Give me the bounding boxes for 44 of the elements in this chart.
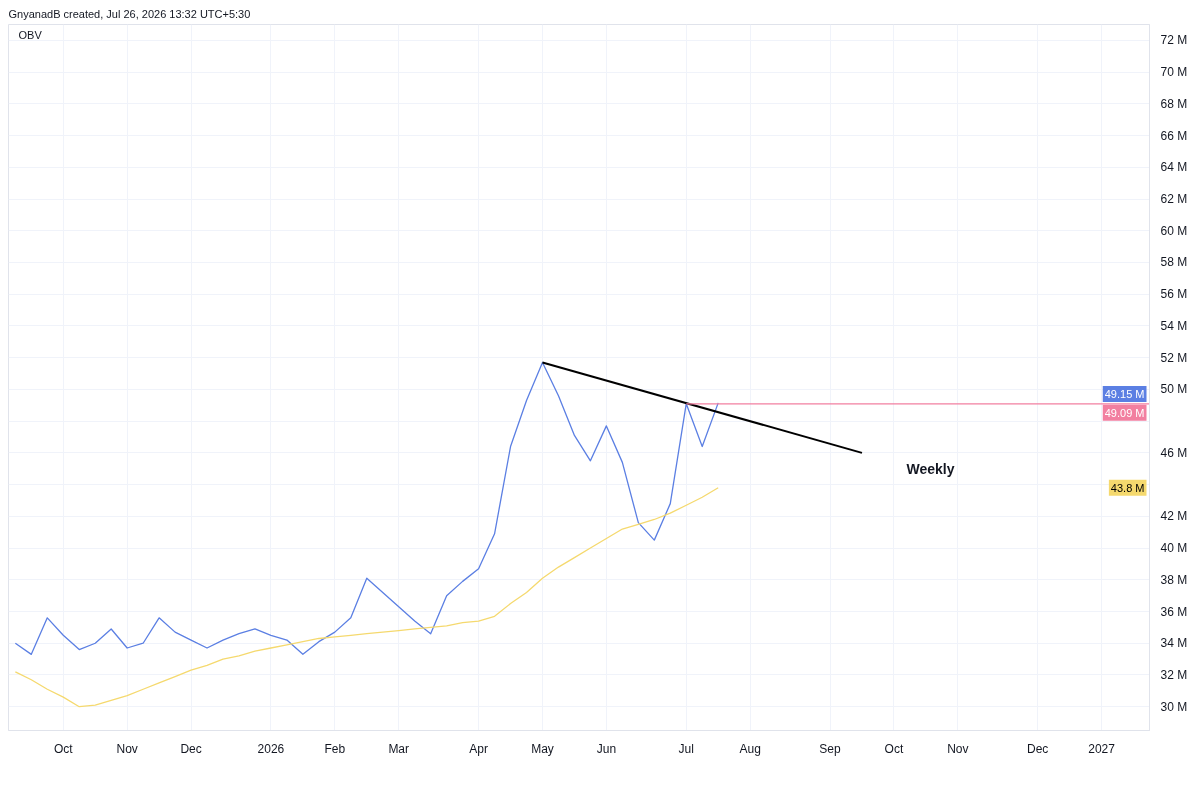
x-tick-label: Nov bbox=[947, 741, 969, 756]
x-tick-label: Dec bbox=[180, 741, 202, 756]
y-tick-label: 46 M bbox=[1160, 445, 1188, 460]
y-tick-label: 72 M bbox=[1160, 33, 1188, 48]
annotation: Weekly bbox=[906, 460, 955, 477]
y-tick-label: 66 M bbox=[1160, 128, 1188, 143]
x-tick-label: Apr bbox=[469, 741, 488, 756]
x-tick-label: Oct bbox=[884, 741, 904, 756]
y-tick-label: 60 M bbox=[1160, 223, 1188, 238]
annotation: 43.8 M bbox=[1110, 481, 1145, 494]
x-tick-label: Nov bbox=[116, 741, 138, 756]
x-tick-label: Mar bbox=[388, 741, 410, 756]
x-tick-label: Oct bbox=[53, 741, 74, 756]
y-tick-label: 56 M bbox=[1160, 287, 1188, 302]
x-tick-label: Feb bbox=[324, 741, 346, 756]
y-tick-label: 32 M bbox=[1160, 667, 1188, 682]
y-tick-label: 34 M bbox=[1160, 636, 1188, 651]
x-tick-label: 2026 bbox=[257, 741, 285, 756]
y-tick-label: 36 M bbox=[1160, 604, 1188, 619]
annotation: 49.09 M bbox=[1104, 406, 1145, 419]
x-tick-label: 2027 bbox=[1088, 741, 1116, 756]
y-tick-label: 38 M bbox=[1160, 572, 1188, 587]
y-tick-label: 64 M bbox=[1160, 160, 1188, 175]
x-tick-label: Aug bbox=[739, 741, 761, 756]
x-tick-label: Sep bbox=[819, 741, 842, 756]
annotation: 49.15 M bbox=[1104, 387, 1145, 400]
y-tick-label: 70 M bbox=[1160, 65, 1188, 80]
x-tick-label: Jul bbox=[678, 741, 694, 756]
y-tick-label: 68 M bbox=[1160, 96, 1188, 111]
line-series bbox=[14, 487, 719, 708]
x-tick-label: Dec bbox=[1027, 741, 1049, 756]
line-series bbox=[14, 361, 719, 655]
y-tick-label: 42 M bbox=[1160, 509, 1188, 524]
y-tick-label: 50 M bbox=[1160, 382, 1188, 397]
x-tick-label: May bbox=[531, 741, 554, 756]
y-tick-label: 62 M bbox=[1160, 192, 1188, 207]
y-tick-label: 54 M bbox=[1160, 318, 1188, 333]
y-tick-label: 30 M bbox=[1160, 699, 1188, 714]
y-tick-label: 52 M bbox=[1160, 350, 1188, 365]
x-tick-label: Jun bbox=[596, 741, 617, 756]
y-tick-label: 40 M bbox=[1160, 541, 1188, 556]
y-tick-label: 58 M bbox=[1160, 255, 1188, 270]
chart-title: OBV bbox=[18, 28, 43, 41]
text: GnyanadB created, Jul 26, 2026 13:32 UTC+5:30 bbox=[8, 7, 251, 20]
